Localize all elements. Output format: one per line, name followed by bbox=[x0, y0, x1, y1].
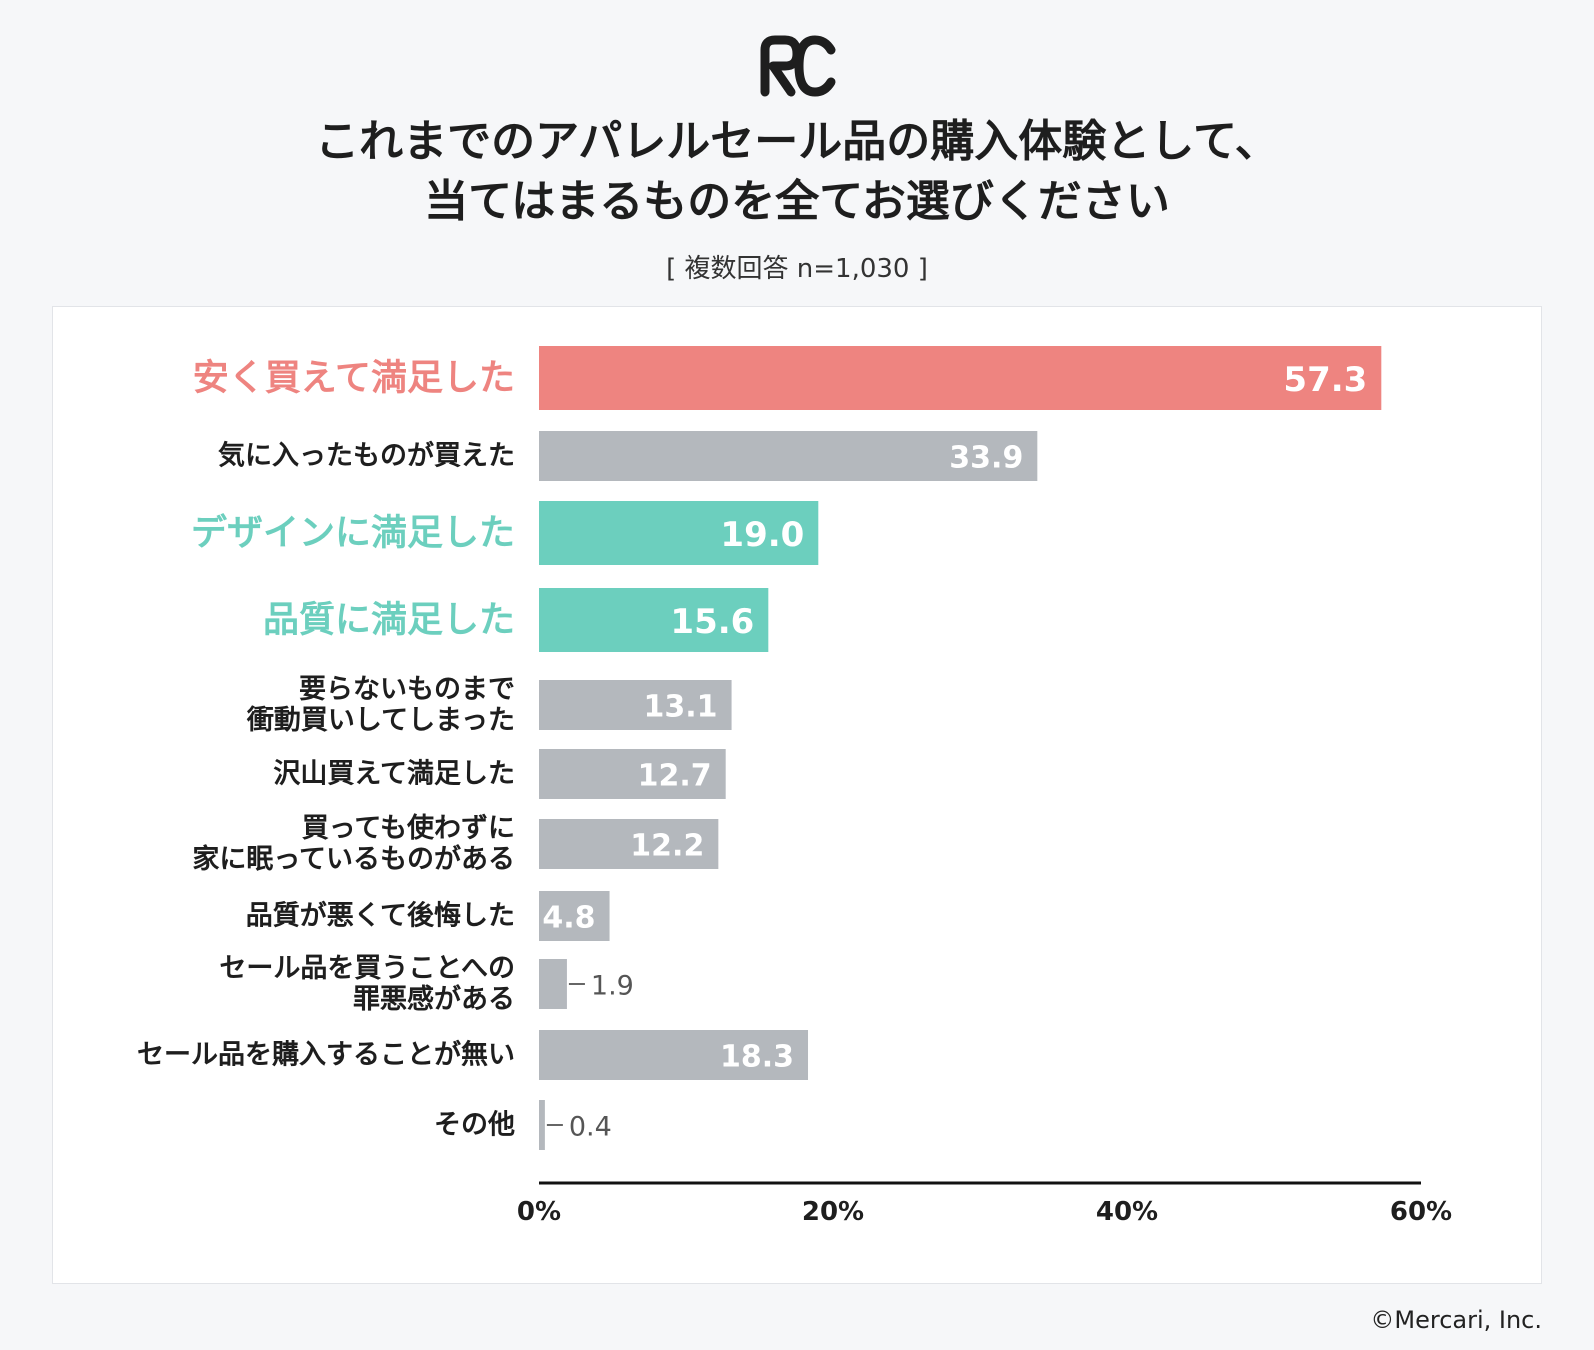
bar bbox=[539, 891, 610, 941]
value-label: 1.9 bbox=[591, 971, 634, 1002]
bar bbox=[539, 346, 1382, 410]
category-label: 家に眠っているものがある bbox=[192, 843, 515, 875]
category-label: 要らないものまで bbox=[299, 674, 515, 705]
value-label: 12.2 bbox=[630, 829, 704, 864]
value-label: 13.1 bbox=[644, 690, 718, 725]
bar bbox=[539, 819, 719, 869]
chart-title-line2: 当てはまるものを全てお選びください bbox=[424, 176, 1170, 227]
category-label: 罪悪感がある bbox=[353, 983, 515, 1015]
category-label: 品質が悪くて後悔した bbox=[246, 900, 515, 932]
category-label: セール品を買うことへの bbox=[219, 953, 515, 984]
copyright: ©Mercari, Inc. bbox=[1370, 1306, 1542, 1334]
value-label: 33.9 bbox=[949, 441, 1023, 476]
category-label: 品質に満足した bbox=[263, 600, 515, 641]
value-label: 0.4 bbox=[569, 1112, 612, 1143]
value-label: 19.0 bbox=[720, 515, 804, 555]
value-label: 18.3 bbox=[720, 1040, 794, 1075]
category-label: 買っても使わずに bbox=[302, 813, 515, 844]
bar bbox=[539, 1100, 545, 1150]
category-label: 衝動買いしてしまった bbox=[246, 705, 515, 736]
value-label: 4.8 bbox=[542, 901, 595, 936]
category-label: デザインに満足した bbox=[191, 512, 515, 554]
bar bbox=[539, 501, 819, 565]
bar bbox=[539, 749, 726, 799]
x-tick-label: 20% bbox=[802, 1197, 864, 1227]
rc-logo-icon bbox=[760, 35, 836, 97]
x-tick-label: 0% bbox=[517, 1197, 561, 1227]
bar bbox=[539, 959, 567, 1009]
chart-title-line1: これまでのアパレルセール品の購入体験として、 bbox=[315, 116, 1279, 167]
chart-subtitle: [ 複数回答 n=1,030 ] bbox=[666, 254, 928, 284]
x-tick-label: 60% bbox=[1390, 1197, 1452, 1227]
bar bbox=[539, 1030, 809, 1080]
value-label: 57.3 bbox=[1283, 360, 1367, 400]
category-label: 気に入ったものが買えた bbox=[218, 440, 515, 472]
x-tick-label: 40% bbox=[1096, 1197, 1158, 1227]
value-label: 15.6 bbox=[670, 602, 754, 642]
category-label: セール品を購入することが無い bbox=[137, 1039, 515, 1071]
bar bbox=[539, 680, 732, 730]
category-label: 安く買えて満足した bbox=[193, 358, 515, 399]
bar-chart: 安く買えて満足した 57.3 気に入ったものが買えた 33.9 デザインに満足した 19.… bbox=[137, 346, 1452, 1227]
chart-panel: 安く買えて満足した 57.3 気に入ったものが買えた 33.9 デザインに満足した 19.… bbox=[52, 306, 1542, 1284]
bar bbox=[539, 431, 1038, 481]
category-label: 沢山買えて満足した bbox=[273, 759, 515, 790]
category-label: その他 bbox=[434, 1110, 515, 1141]
bar bbox=[539, 588, 769, 652]
value-label: 12.7 bbox=[638, 759, 712, 794]
